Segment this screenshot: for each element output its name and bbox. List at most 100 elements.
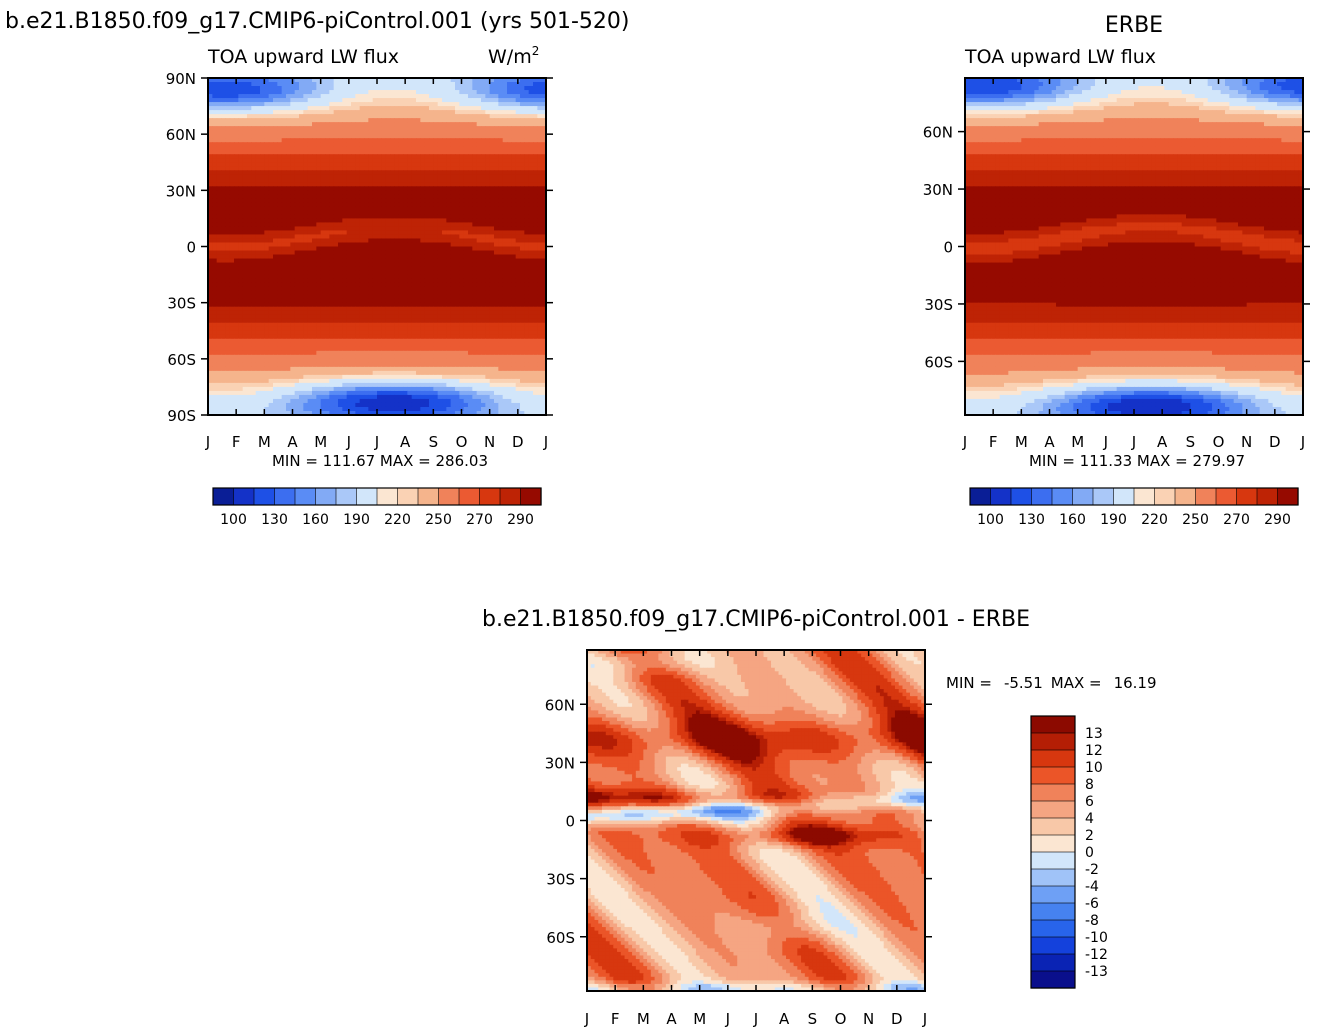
field-cell [403,282,408,288]
field-cell [273,290,278,296]
field-cell [455,270,460,276]
field-cell [429,106,434,111]
field-cell [455,182,460,187]
field-cell [502,130,508,135]
field-cell [489,122,495,127]
field-cell [463,78,469,83]
field-cell [208,270,213,276]
field-cell [273,154,278,159]
field-cell [377,186,382,191]
field-cell [511,234,517,240]
field-cell [429,210,434,215]
field-cell [351,162,356,167]
field-cell [498,90,504,95]
field-cell [307,218,313,224]
field-cell [208,186,213,191]
field-cell [541,218,546,224]
field-cell [277,202,283,207]
field-cell [381,138,387,143]
field-cell [537,130,543,135]
field-cell [325,154,330,159]
field-cell [481,250,486,256]
field-cell [359,238,365,244]
field-cell [247,262,252,268]
field-cell [485,210,491,215]
field-cell [329,326,335,332]
field-cell [299,294,304,300]
field-cell [398,310,404,316]
field-cell [533,134,538,139]
field-cell [208,134,213,139]
field-cell [511,222,517,228]
field-cell [403,306,408,312]
field-cell [255,294,261,300]
field-cell [368,186,374,191]
field-cell [433,210,439,215]
field-cell [216,110,222,115]
field-cell [216,286,222,292]
field-cell [251,234,257,240]
field-cell [342,194,348,199]
field-cell [455,214,460,220]
field-cell [459,102,465,107]
field-cell [225,118,231,123]
field-cell [329,174,335,179]
field-cell [273,270,278,276]
field-cell [398,218,404,224]
field-cell [403,142,408,147]
field-cell [247,94,252,99]
field-cell [338,102,343,107]
field-cell [416,202,421,207]
field-cell [377,294,382,300]
field-cell [450,302,456,308]
field-cell [268,274,274,280]
field-cell [329,142,335,147]
field-cell [541,230,546,236]
field-cell [212,106,218,111]
field-cell [294,266,300,272]
field-cell [229,254,235,260]
field-cell [537,170,543,175]
field-cell [377,254,382,260]
field-cell [515,234,521,240]
field-cell [407,178,413,183]
field-cell [234,186,239,191]
field-cell [511,322,517,328]
field-cell [346,238,352,244]
field-cell [498,214,504,220]
field-cell [463,330,469,336]
field-cell [368,322,374,328]
field-cell [515,238,521,244]
field-cell [255,262,261,268]
field-cell [437,86,443,91]
field-cell [450,86,456,91]
field-cell [468,274,473,280]
field-cell [255,166,261,171]
field-cell [286,162,291,167]
field-cell [533,258,538,264]
field-cell [377,326,382,332]
field-cell [476,190,482,195]
field-cell [281,290,287,296]
field-cell [520,170,525,175]
field-cell [416,310,421,316]
field-cell [537,146,543,151]
field-cell [541,214,546,220]
field-cell [290,114,296,119]
field-cell [359,298,365,304]
field-cell [208,238,213,244]
field-cell [485,130,491,135]
field-cell [281,206,287,211]
field-cell [507,266,512,272]
field-cell [338,306,343,312]
field-cell [377,138,382,143]
field-cell [511,134,517,139]
field-cell [468,130,473,135]
field-cell [416,118,421,123]
field-cell [342,110,348,115]
field-cell [398,122,404,127]
field-cell [268,94,274,99]
field-cell [225,174,231,179]
field-cell [463,298,469,304]
field-cell [234,86,239,91]
